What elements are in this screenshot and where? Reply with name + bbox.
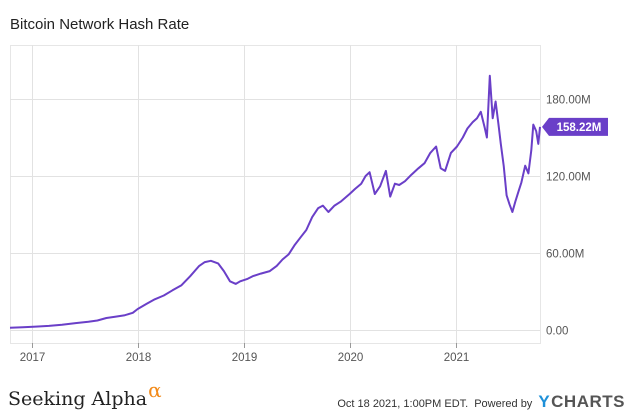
ycharts-y-icon: Y bbox=[538, 392, 551, 411]
footer-meta: Oct 18 2021, 1:00PM EDT. Powered by Y CHA… bbox=[337, 392, 625, 412]
x-tick-label: 2017 bbox=[20, 352, 46, 364]
y-tick-label: 120.00M bbox=[546, 172, 591, 184]
grid-layer bbox=[10, 45, 540, 343]
x-tick-label: 2019 bbox=[232, 352, 258, 364]
powered-by-label: Powered by bbox=[474, 398, 533, 410]
line-layer bbox=[9, 74, 541, 329]
y-tick-label: 0.00 bbox=[546, 326, 568, 338]
x-tick-label: 2018 bbox=[126, 352, 152, 364]
series-line bbox=[9, 74, 541, 329]
timestamp: Oct 18 2021, 1:00PM EDT. bbox=[337, 398, 469, 410]
ycharts-wordmark: CHARTS bbox=[551, 392, 625, 411]
y-tick-label: 180.00M bbox=[546, 95, 591, 107]
brand-name: Seeking Alpha bbox=[8, 388, 148, 410]
chart-title: Bitcoin Network Hash Rate bbox=[10, 16, 190, 33]
seeking-alpha-logo: Seeking Alphaα bbox=[8, 378, 162, 410]
x-tick-label: 2020 bbox=[338, 352, 364, 364]
last-value-badge bbox=[542, 117, 608, 136]
ycharts-logo: Y CHARTS bbox=[538, 392, 625, 412]
axis-layer: 0.00 60.00M 120.00M 180.00M 2017 2018 2019 2020… bbox=[20, 95, 591, 365]
alpha-icon: α bbox=[148, 378, 162, 402]
plot-area-border bbox=[10, 45, 541, 344]
x-tick-label: 2021 bbox=[444, 352, 470, 364]
last-value-label: 158.22M bbox=[557, 122, 602, 134]
y-tick-label: 60.00M bbox=[546, 249, 584, 261]
badge-layer: 158.22M bbox=[542, 117, 608, 136]
